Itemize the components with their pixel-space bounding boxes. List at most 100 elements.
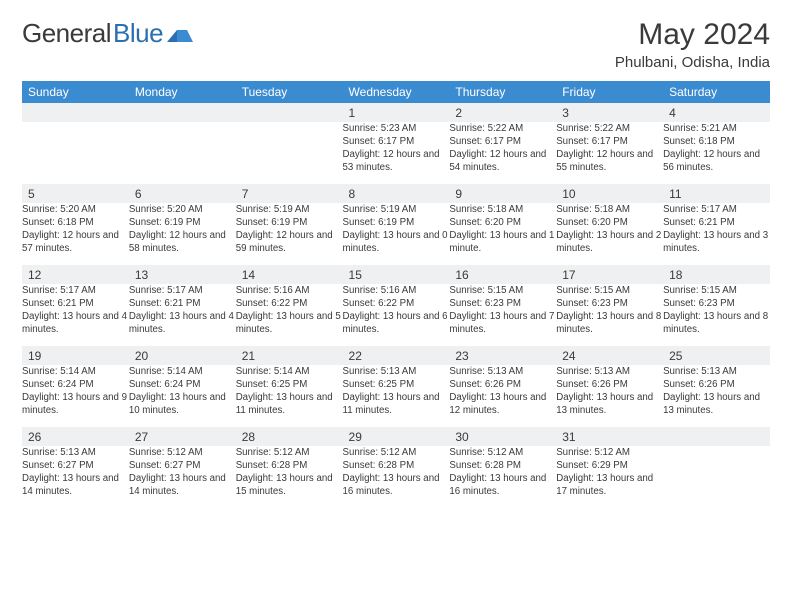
day-number-cell: 20 xyxy=(129,346,236,365)
daylight-text: Daylight: 13 hours and 5 minutes. xyxy=(236,310,343,336)
week-detail-row: Sunrise: 5:14 AMSunset: 6:24 PMDaylight:… xyxy=(22,365,770,427)
daylight-text: Daylight: 13 hours and 16 minutes. xyxy=(449,472,556,498)
sunrise-text: Sunrise: 5:19 AM xyxy=(343,203,450,216)
logo-text-1: General xyxy=(22,18,111,49)
sunrise-text: Sunrise: 5:16 AM xyxy=(236,284,343,297)
daylight-text: Daylight: 13 hours and 1 minute. xyxy=(449,229,556,255)
sunset-text: Sunset: 6:23 PM xyxy=(449,297,556,310)
sunrise-text: Sunrise: 5:14 AM xyxy=(22,365,129,378)
day-detail-cell: Sunrise: 5:19 AMSunset: 6:19 PMDaylight:… xyxy=(343,203,450,265)
daylight-text: Daylight: 13 hours and 0 minutes. xyxy=(343,229,450,255)
sunset-text: Sunset: 6:28 PM xyxy=(236,459,343,472)
day-number: 28 xyxy=(236,427,343,446)
sunset-text: Sunset: 6:25 PM xyxy=(343,378,450,391)
daylight-text: Daylight: 12 hours and 54 minutes. xyxy=(449,148,556,174)
sunrise-text: Sunrise: 5:17 AM xyxy=(22,284,129,297)
sunrise-text: Sunrise: 5:12 AM xyxy=(556,446,663,459)
day-number: 22 xyxy=(343,346,450,365)
sunrise-text: Sunrise: 5:13 AM xyxy=(343,365,450,378)
logo-mark-icon xyxy=(167,18,193,49)
sunrise-text: Sunrise: 5:23 AM xyxy=(343,122,450,135)
day-number-cell xyxy=(236,103,343,122)
daylight-text: Daylight: 13 hours and 4 minutes. xyxy=(22,310,129,336)
day-number-cell: 2 xyxy=(449,103,556,122)
day-number: 8 xyxy=(343,184,450,203)
sunrise-text: Sunrise: 5:17 AM xyxy=(129,284,236,297)
week-detail-row: Sunrise: 5:23 AMSunset: 6:17 PMDaylight:… xyxy=(22,122,770,184)
day-number-cell xyxy=(663,427,770,446)
day-number-cell: 28 xyxy=(236,427,343,446)
day-detail-cell: Sunrise: 5:15 AMSunset: 6:23 PMDaylight:… xyxy=(449,284,556,346)
day-detail-cell: Sunrise: 5:22 AMSunset: 6:17 PMDaylight:… xyxy=(556,122,663,184)
sunrise-text: Sunrise: 5:15 AM xyxy=(663,284,770,297)
sunrise-text: Sunrise: 5:13 AM xyxy=(22,446,129,459)
day-number: 21 xyxy=(236,346,343,365)
day-detail-cell: Sunrise: 5:15 AMSunset: 6:23 PMDaylight:… xyxy=(556,284,663,346)
day-number: 27 xyxy=(129,427,236,446)
day-header: Monday xyxy=(129,81,236,103)
day-number: 12 xyxy=(22,265,129,284)
day-number-cell xyxy=(22,103,129,122)
day-number-cell: 23 xyxy=(449,346,556,365)
day-detail-cell xyxy=(663,446,770,508)
page-title: May 2024 xyxy=(615,18,770,52)
day-detail-cell: Sunrise: 5:22 AMSunset: 6:17 PMDaylight:… xyxy=(449,122,556,184)
day-detail-cell: Sunrise: 5:14 AMSunset: 6:24 PMDaylight:… xyxy=(22,365,129,427)
day-detail-cell: Sunrise: 5:14 AMSunset: 6:25 PMDaylight:… xyxy=(236,365,343,427)
day-number: 2 xyxy=(449,103,556,122)
daylight-text: Daylight: 13 hours and 11 minutes. xyxy=(343,391,450,417)
sunrise-text: Sunrise: 5:15 AM xyxy=(556,284,663,297)
day-detail-cell: Sunrise: 5:23 AMSunset: 6:17 PMDaylight:… xyxy=(343,122,450,184)
daylight-text: Daylight: 13 hours and 6 minutes. xyxy=(343,310,450,336)
sunrise-text: Sunrise: 5:18 AM xyxy=(449,203,556,216)
day-number: 23 xyxy=(449,346,556,365)
day-number-cell: 11 xyxy=(663,184,770,203)
sunrise-text: Sunrise: 5:20 AM xyxy=(22,203,129,216)
sunset-text: Sunset: 6:21 PM xyxy=(129,297,236,310)
daylight-text: Daylight: 12 hours and 58 minutes. xyxy=(129,229,236,255)
day-number xyxy=(129,103,236,122)
sunrise-text: Sunrise: 5:20 AM xyxy=(129,203,236,216)
sunset-text: Sunset: 6:19 PM xyxy=(343,216,450,229)
day-number: 13 xyxy=(129,265,236,284)
day-number: 26 xyxy=(22,427,129,446)
day-number-cell: 8 xyxy=(343,184,450,203)
sunset-text: Sunset: 6:25 PM xyxy=(236,378,343,391)
day-detail-cell: Sunrise: 5:15 AMSunset: 6:23 PMDaylight:… xyxy=(663,284,770,346)
day-number-cell: 27 xyxy=(129,427,236,446)
day-number-cell: 1 xyxy=(343,103,450,122)
day-number-cell: 26 xyxy=(22,427,129,446)
day-number-cell: 17 xyxy=(556,265,663,284)
sunset-text: Sunset: 6:21 PM xyxy=(663,216,770,229)
day-detail-cell: Sunrise: 5:20 AMSunset: 6:19 PMDaylight:… xyxy=(129,203,236,265)
day-number-cell: 31 xyxy=(556,427,663,446)
sunset-text: Sunset: 6:18 PM xyxy=(22,216,129,229)
sunrise-text: Sunrise: 5:12 AM xyxy=(236,446,343,459)
daylight-text: Daylight: 12 hours and 57 minutes. xyxy=(22,229,129,255)
sunset-text: Sunset: 6:26 PM xyxy=(449,378,556,391)
sunrise-text: Sunrise: 5:15 AM xyxy=(449,284,556,297)
sunset-text: Sunset: 6:26 PM xyxy=(556,378,663,391)
daylight-text: Daylight: 12 hours and 55 minutes. xyxy=(556,148,663,174)
sunset-text: Sunset: 6:19 PM xyxy=(129,216,236,229)
day-detail-cell xyxy=(22,122,129,184)
day-number-cell xyxy=(129,103,236,122)
week-number-row: 262728293031 xyxy=(22,427,770,446)
daylight-text: Daylight: 13 hours and 17 minutes. xyxy=(556,472,663,498)
sunrise-text: Sunrise: 5:13 AM xyxy=(556,365,663,378)
day-detail-cell: Sunrise: 5:18 AMSunset: 6:20 PMDaylight:… xyxy=(556,203,663,265)
day-number: 30 xyxy=(449,427,556,446)
daylight-text: Daylight: 12 hours and 53 minutes. xyxy=(343,148,450,174)
week-detail-row: Sunrise: 5:20 AMSunset: 6:18 PMDaylight:… xyxy=(22,203,770,265)
daylight-text: Daylight: 12 hours and 56 minutes. xyxy=(663,148,770,174)
day-detail-cell: Sunrise: 5:12 AMSunset: 6:28 PMDaylight:… xyxy=(343,446,450,508)
sunrise-text: Sunrise: 5:12 AM xyxy=(449,446,556,459)
daylight-text: Daylight: 13 hours and 11 minutes. xyxy=(236,391,343,417)
day-detail-cell: Sunrise: 5:18 AMSunset: 6:20 PMDaylight:… xyxy=(449,203,556,265)
sunset-text: Sunset: 6:24 PM xyxy=(129,378,236,391)
day-header: Saturday xyxy=(663,81,770,103)
day-number xyxy=(236,103,343,122)
day-detail-cell: Sunrise: 5:17 AMSunset: 6:21 PMDaylight:… xyxy=(129,284,236,346)
daylight-text: Daylight: 13 hours and 15 minutes. xyxy=(236,472,343,498)
sunrise-text: Sunrise: 5:14 AM xyxy=(129,365,236,378)
